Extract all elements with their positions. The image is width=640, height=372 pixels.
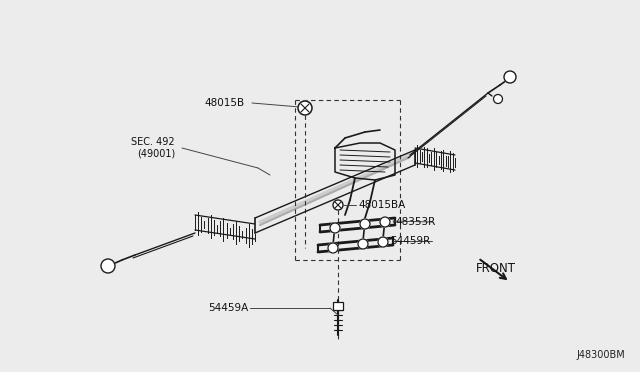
Bar bbox=[333, 302, 343, 310]
Circle shape bbox=[333, 200, 343, 210]
Circle shape bbox=[298, 101, 312, 115]
Text: 54459A: 54459A bbox=[208, 303, 248, 313]
Circle shape bbox=[330, 223, 340, 233]
Text: 48353R: 48353R bbox=[395, 217, 435, 227]
Circle shape bbox=[328, 243, 338, 253]
Circle shape bbox=[378, 237, 388, 247]
Circle shape bbox=[358, 239, 368, 249]
Text: SEC. 492
(49001): SEC. 492 (49001) bbox=[131, 137, 175, 159]
Text: 48015BA: 48015BA bbox=[358, 200, 405, 210]
Circle shape bbox=[360, 219, 370, 229]
Text: J48300BM: J48300BM bbox=[576, 350, 625, 360]
Circle shape bbox=[101, 259, 115, 273]
Circle shape bbox=[493, 94, 502, 103]
Circle shape bbox=[504, 71, 516, 83]
Text: FRONT: FRONT bbox=[476, 262, 516, 275]
Text: 54459R: 54459R bbox=[390, 236, 430, 246]
Circle shape bbox=[380, 217, 390, 227]
Text: 48015B: 48015B bbox=[205, 98, 245, 108]
